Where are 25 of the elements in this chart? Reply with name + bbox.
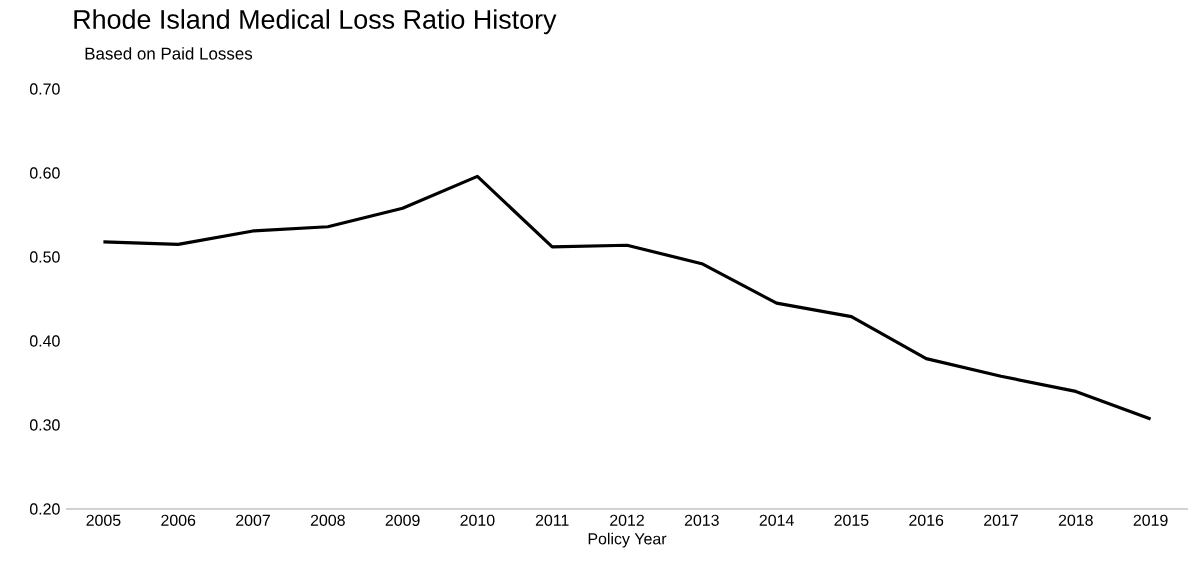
chart-title: Rhode Island Medical Loss Ratio History: [74, 9, 557, 35]
x-tick-label: 2014: [759, 514, 794, 526]
x-tick-label: 2016: [909, 514, 944, 526]
y-tick-label: 0.50: [29, 251, 60, 263]
x-tick-label: 2011: [535, 514, 569, 526]
x-tick-label: 2019: [1133, 514, 1168, 526]
x-tick-label: 2008: [310, 514, 345, 526]
y-tick-label: 0.20: [29, 503, 60, 515]
x-tick-label: 2015: [834, 514, 869, 526]
y-tick-label: 0.40: [29, 335, 60, 347]
y-tick-label: 0.30: [29, 419, 60, 431]
x-tick-label: 2009: [385, 514, 420, 526]
chart-subtitle: Based on Paid Losses: [85, 47, 253, 60]
x-tick-label: 2007: [236, 514, 270, 526]
x-tick-label: 2012: [610, 514, 644, 526]
x-tick-label: 2005: [86, 514, 121, 526]
line-series: [101, 174, 1153, 421]
y-tick-label: 0.70: [29, 83, 60, 95]
x-axis-title: Policy Year: [588, 532, 667, 548]
x-tick-label: 2018: [1058, 514, 1093, 526]
x-tick-label: 2013: [684, 514, 719, 526]
x-tick-label: 2006: [161, 514, 196, 526]
x-tick-label: 2017: [984, 514, 1018, 526]
x-tick-label: 2010: [460, 514, 495, 526]
y-tick-label: 0.60: [29, 167, 60, 179]
